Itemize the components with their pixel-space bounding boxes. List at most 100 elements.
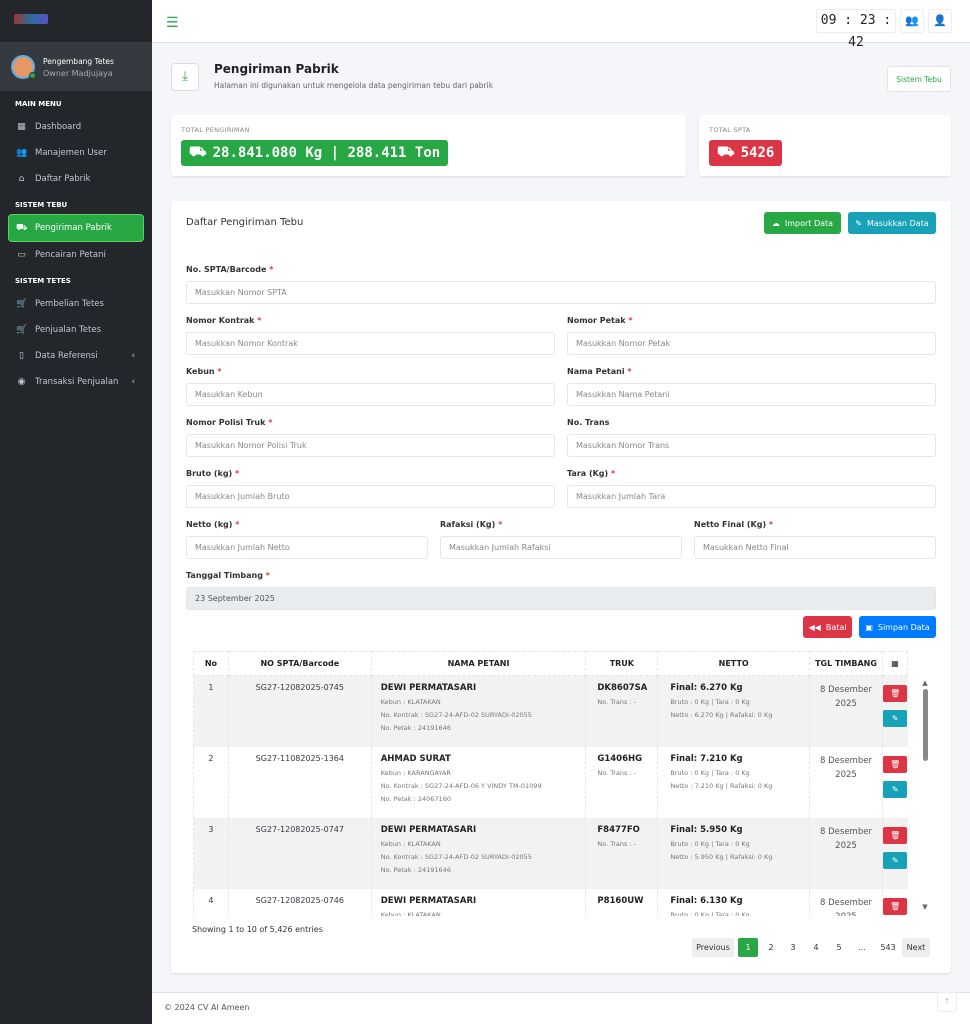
table-scroll-area[interactable]: No NO SPTA/Barcode NAMA PETANI TRUK NETT… — [193, 651, 923, 916]
page-previous[interactable]: Previous — [692, 938, 734, 957]
label-text: Tanggal Timbang — [186, 571, 263, 580]
tgl1: 8 Desember — [820, 897, 872, 908]
chevron-left-icon: ‹ — [131, 351, 135, 361]
field-input[interactable]: Masukkan Jumlah Tara — [567, 485, 936, 508]
sidebar-item-penjualan-tetes[interactable]: 🛒 Penjualan Tetes — [9, 317, 143, 343]
cell-tgl: 8 Desember 2025 — [809, 888, 883, 916]
field-input[interactable]: Masukkan Nomor Petak — [567, 332, 936, 355]
field-label: Netto (kg) * — [186, 520, 239, 529]
field-input[interactable]: Masukkan Jumlah Netto — [186, 536, 428, 559]
user-icon[interactable]: 👤 — [928, 9, 952, 33]
col-nama-petani[interactable]: NAMA PETANI — [370, 651, 587, 676]
col-truk[interactable]: TRUK — [585, 651, 659, 676]
scrollbar[interactable]: ▲ ▼ — [922, 679, 928, 911]
field-input[interactable]: Masukkan Nomor Trans — [567, 434, 936, 457]
page-4[interactable]: 4 — [813, 943, 819, 952]
edit-icon[interactable]: ✎ — [883, 780, 908, 798]
logo[interactable] — [0, 0, 152, 43]
table-info: Showing 1 to 10 of 5,426 entries — [192, 925, 323, 934]
field-input[interactable]: Masukkan Nomor Polisi Truk — [186, 434, 555, 457]
table-row[interactable]: 4 SG27-12082025-0746 DEWI PERMATASARI Keb… — [193, 888, 908, 917]
field-label: Tanggal Timbang * — [186, 571, 270, 580]
edit-icon[interactable]: ✎ — [883, 710, 908, 727]
sidebar-item-pengiriman-pabrik[interactable]: ⛟ Pengiriman Pabrik — [9, 215, 143, 241]
cell-no: 2 — [193, 746, 229, 818]
page-1[interactable]: 1 — [738, 938, 758, 957]
simpan-data-button[interactable]: ▣ Simpan Data — [859, 616, 936, 638]
section-sistem-tebu: SISTEM TEBU — [15, 201, 68, 209]
col-no[interactable]: No — [193, 651, 229, 676]
field-input[interactable]: Masukkan Netto Final — [694, 536, 936, 559]
trash-icon[interactable]: 🗑 — [883, 685, 908, 702]
sidebar-item-manajemen-user[interactable]: 👥 Manajemen User — [9, 140, 143, 166]
grid-icon[interactable]: ▦ — [881, 651, 909, 676]
label: Penjualan Tetes — [35, 325, 102, 335]
sidebar-item-daftar-pabrik[interactable]: ⌂ Daftar Pabrik — [9, 166, 143, 192]
col-spta[interactable]: NO SPTA/Barcode — [227, 651, 372, 676]
cell-nama: DEWI PERMATASARI Kebun : KLATAKAN — [370, 888, 586, 917]
kebun: Kebun : KLATAKAN — [380, 910, 441, 917]
field-input[interactable]: Masukkan Jumlah Rafaksi — [440, 536, 682, 559]
col-tgl-timbang[interactable]: TGL TIMBANG — [809, 651, 883, 676]
page-5[interactable]: 5 — [836, 943, 842, 952]
trans: No. Trans : - — [597, 839, 637, 848]
cell-actions: 🗑✎ — [881, 888, 908, 916]
table-row[interactable]: 3 SG27-12082025-0747 DEWI PERMATASARI Keb… — [193, 817, 908, 889]
required-mark: * — [265, 571, 270, 580]
trash-icon[interactable]: 🗑 — [883, 826, 908, 844]
field-input[interactable]: Masukkan Nomor Kontrak — [186, 332, 555, 355]
batal-button[interactable]: ◀◀ Batal — [803, 616, 852, 638]
truk: P8160UW — [597, 895, 644, 906]
bt: Bruto : 0 Kg | Tara : 0 Kg — [670, 698, 750, 706]
sidebar-item-dashboard[interactable]: ▦ Dashboard — [9, 114, 143, 140]
truck-loading-icon: ⤓ — [171, 63, 199, 91]
masukkan-data-button[interactable]: ✎ Masukkan Data — [848, 212, 936, 234]
required-mark: * — [268, 418, 273, 427]
label-text: No. Trans — [567, 418, 610, 427]
edit-icon[interactable]: ✎ — [883, 851, 908, 869]
final: Final: 7.210 Kg — [670, 753, 743, 764]
label: Pencairan Petani — [35, 250, 106, 260]
truk: DK8607SA — [597, 683, 648, 693]
users-icon[interactable]: 👥 — [900, 9, 924, 33]
field-input[interactable]: Masukkan Jumlah Bruto — [186, 485, 555, 508]
page-2[interactable]: 2 — [768, 943, 774, 952]
col-netto[interactable]: NETTO — [657, 651, 811, 676]
label-text: Bruto (kg) — [186, 469, 233, 478]
page-543[interactable]: 543 — [880, 943, 896, 952]
page-3[interactable]: 3 — [790, 943, 796, 952]
table-row[interactable]: 1 SG27-12082025-0745 DEWI PERMATASARI Keb… — [193, 675, 908, 747]
kebun: Kebun : KARANGAYAR — [380, 768, 451, 777]
tgl2: 2025 — [835, 840, 857, 851]
sidebar-item-pembelian-tetes[interactable]: 🛒 Pembelian Tetes — [9, 291, 143, 317]
field-input[interactable]: Masukkan Nomor SPTA — [186, 281, 936, 304]
field-input[interactable]: 23 September 2025 — [186, 587, 936, 610]
cell-tgl: 8 Desember 2025 — [809, 817, 883, 889]
label-text: No. SPTA/Barcode — [186, 265, 267, 274]
menu-toggle-icon[interactable]: ☰ — [166, 15, 179, 31]
trash-icon[interactable]: 🗑 — [883, 755, 908, 773]
table-row[interactable]: 2 SG27-11082025-1364 AHMAD SURAT Kebun : … — [193, 746, 908, 818]
users-icon: 👥 — [16, 148, 28, 158]
sidebar-item-pencairan-petani[interactable]: ▭ Pencairan Petani — [9, 242, 143, 268]
sistem-tebu-button[interactable]: Sistem Tebu — [887, 66, 951, 92]
sidebar-item-data-referensi[interactable]: ▯ Data Referensi ‹ — [9, 343, 143, 369]
scroll-top-button[interactable]: ↑ — [937, 992, 957, 1012]
label: Daftar Pabrik — [35, 174, 91, 184]
sidebar-item-transaksi-penjualan[interactable]: ◉ Transaksi Penjualan ‹ — [9, 369, 143, 395]
bulb-icon: ◉ — [17, 377, 26, 387]
page-next[interactable]: Next — [902, 938, 930, 957]
trans: No. Trans : - — [597, 698, 637, 706]
save-icon: ▣ — [865, 622, 873, 632]
import-data-button[interactable]: ☁ Import Data — [764, 212, 841, 234]
page-ellipsis: ... — [858, 943, 866, 952]
required-mark: * — [628, 316, 633, 325]
field-input[interactable]: Masukkan Kebun — [186, 383, 555, 406]
petak: No. Petak : 24191646 — [380, 865, 451, 874]
trash-icon[interactable]: 🗑 — [883, 897, 908, 915]
label: Simpan Data — [877, 622, 930, 632]
user-panel[interactable]: Pengembang Tetes Owner Madjujaya — [0, 43, 152, 91]
field-input[interactable]: Masukkan Nama Petani — [567, 383, 936, 406]
label-text: Netto (kg) — [186, 520, 233, 529]
topbar: ☰ 09 : 23 : 42 👥 👤 — [152, 0, 970, 50]
